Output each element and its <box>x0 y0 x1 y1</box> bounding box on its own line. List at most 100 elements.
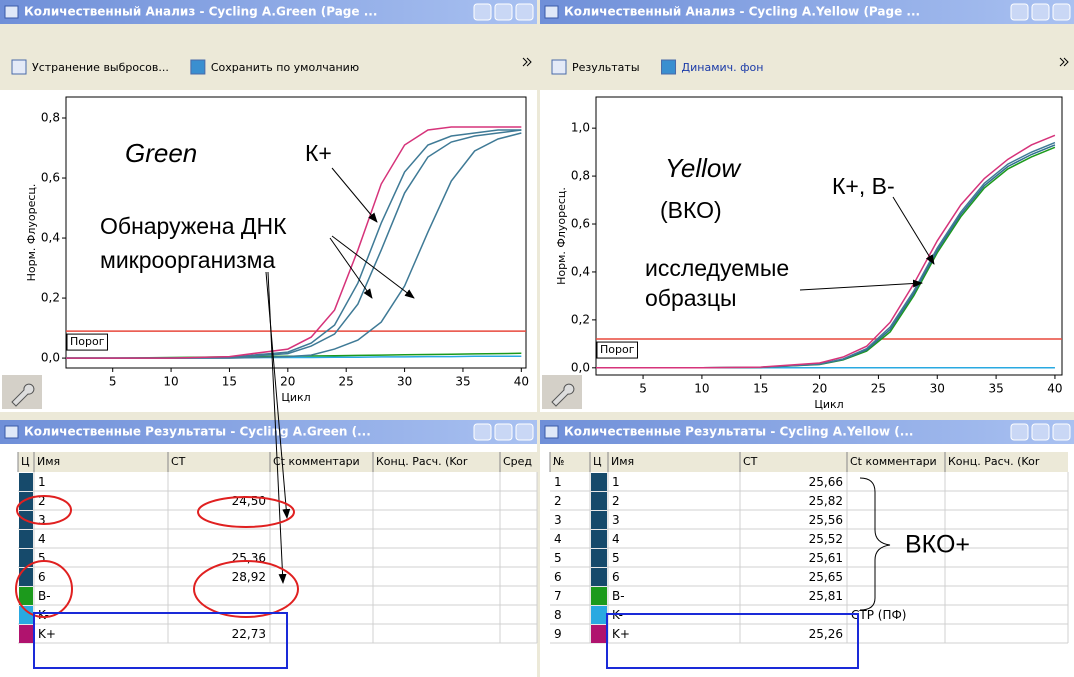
window-icon <box>4 5 19 19</box>
x-tick-label: 15 <box>222 375 237 389</box>
y-tick-label: 0,8 <box>41 111 60 125</box>
x-tick-label: 10 <box>163 375 178 389</box>
y-axis-label: Норм. Флуоресц. <box>555 187 568 285</box>
threshold-label-box <box>66 333 108 351</box>
window-title: Количественный Анализ - Cycling A.Green … <box>24 5 377 19</box>
column-header[interactable]: CT <box>743 455 758 468</box>
column-header[interactable]: Ц <box>593 455 602 468</box>
x-axis-label: Цикл <box>814 398 843 411</box>
toolbar-chevron <box>1059 57 1069 67</box>
table-cell: 25,26 <box>809 627 843 641</box>
toolbar <box>540 24 1074 90</box>
window-button[interactable] <box>515 3 534 21</box>
row-color <box>19 587 33 605</box>
title-bar <box>540 420 1074 444</box>
x-tick-label: 10 <box>694 382 709 396</box>
row-color <box>19 549 33 567</box>
window-button[interactable] <box>1052 3 1071 21</box>
x-tick-label: 30 <box>397 375 412 389</box>
window-button[interactable] <box>1031 423 1050 441</box>
y-axis-label: Норм. Флуоресц. <box>25 184 38 282</box>
row-color <box>591 473 607 491</box>
table-cell: B- <box>38 589 51 603</box>
row-color <box>591 549 607 567</box>
threshold-label-box <box>596 341 638 359</box>
table-cell: 25,66 <box>809 475 843 489</box>
window-button[interactable] <box>1010 3 1029 21</box>
row-color <box>19 530 33 548</box>
table-cell: 9 <box>554 627 562 641</box>
table-area <box>540 444 1074 677</box>
table-cell: 2 <box>38 494 46 508</box>
wrench-icon <box>551 383 575 407</box>
window-button[interactable] <box>473 3 492 21</box>
column-header[interactable]: Имя <box>37 455 60 468</box>
column-header[interactable]: Конц. Расч. (Kor <box>376 455 468 468</box>
table-cell: 3 <box>612 513 620 527</box>
toolbar <box>0 24 537 90</box>
table-cell: 6 <box>612 570 620 584</box>
table-cell: CTP (ПФ) <box>851 608 906 622</box>
row-color <box>19 625 33 643</box>
window-icon <box>544 5 559 19</box>
window-button[interactable] <box>1052 423 1071 441</box>
table-cell: 3 <box>554 513 562 527</box>
threshold-label: Порог <box>600 343 635 356</box>
window-button[interactable] <box>1010 423 1029 441</box>
table-area <box>0 444 537 677</box>
window-button[interactable] <box>515 423 534 441</box>
column-header[interactable]: CT <box>171 455 186 468</box>
table-cell: 25,52 <box>809 532 843 546</box>
column-header[interactable]: Ц <box>21 455 30 468</box>
table-cell: 8 <box>554 608 562 622</box>
table-cell: 4 <box>612 532 620 546</box>
x-tick-label: 5 <box>639 382 647 396</box>
y-tick-label: 0,6 <box>571 217 590 231</box>
title-bar <box>0 0 537 24</box>
row-color <box>591 492 607 510</box>
toolbar-button[interactable]: Результаты <box>572 61 640 74</box>
window-button[interactable] <box>473 423 492 441</box>
toolbar-icon <box>190 59 206 75</box>
column-header[interactable]: № <box>553 455 564 468</box>
x-axis-label: Цикл <box>281 391 310 404</box>
column-header[interactable]: Имя <box>611 455 634 468</box>
annotation-shapes <box>15 167 935 669</box>
window-button[interactable] <box>494 3 513 21</box>
table-cell: B- <box>612 589 625 603</box>
toolbar-button[interactable]: Устранение выбросов... <box>32 61 169 74</box>
wrench-icon <box>11 383 35 407</box>
y-tick-label: 0,2 <box>571 312 590 326</box>
window-button[interactable] <box>1031 3 1050 21</box>
table-cell: 22,73 <box>232 627 266 641</box>
x-tick-label: 40 <box>1047 382 1062 396</box>
annotation: образцы <box>645 285 737 311</box>
plot-frame <box>595 96 1063 376</box>
table-cell: 25,81 <box>809 589 843 603</box>
x-tick-label: 5 <box>109 375 117 389</box>
x-tick-label: 40 <box>514 375 529 389</box>
row-color <box>591 606 607 624</box>
window-title: Количественные Результаты - Cycling A.Ye… <box>564 425 913 439</box>
x-tick-label: 35 <box>988 382 1003 396</box>
column-header[interactable]: Сред <box>503 455 532 468</box>
series-line <box>66 126 522 359</box>
toolbar-icon <box>661 59 677 75</box>
table-header <box>550 452 1068 472</box>
toolbar-icon <box>11 59 27 75</box>
toolbar-button[interactable]: Динамич. фон <box>682 61 764 74</box>
x-tick-label: 15 <box>753 382 768 396</box>
toolbar-icon <box>551 59 567 75</box>
column-header[interactable]: Ct комментари <box>850 455 937 468</box>
annotation: ВКО+ <box>905 531 970 559</box>
column-header[interactable]: Конц. Расч. (Kor <box>948 455 1040 468</box>
annotation: микроорганизма <box>100 247 275 273</box>
toolbar-button[interactable]: Сохранить по умолчанию <box>211 61 359 74</box>
window-icon <box>4 425 19 439</box>
table-cell: K- <box>38 608 49 622</box>
annotation: Green <box>125 138 197 168</box>
x-tick-label: 30 <box>930 382 945 396</box>
column-header[interactable]: Ct комментари <box>273 455 360 468</box>
window-button[interactable] <box>494 423 513 441</box>
